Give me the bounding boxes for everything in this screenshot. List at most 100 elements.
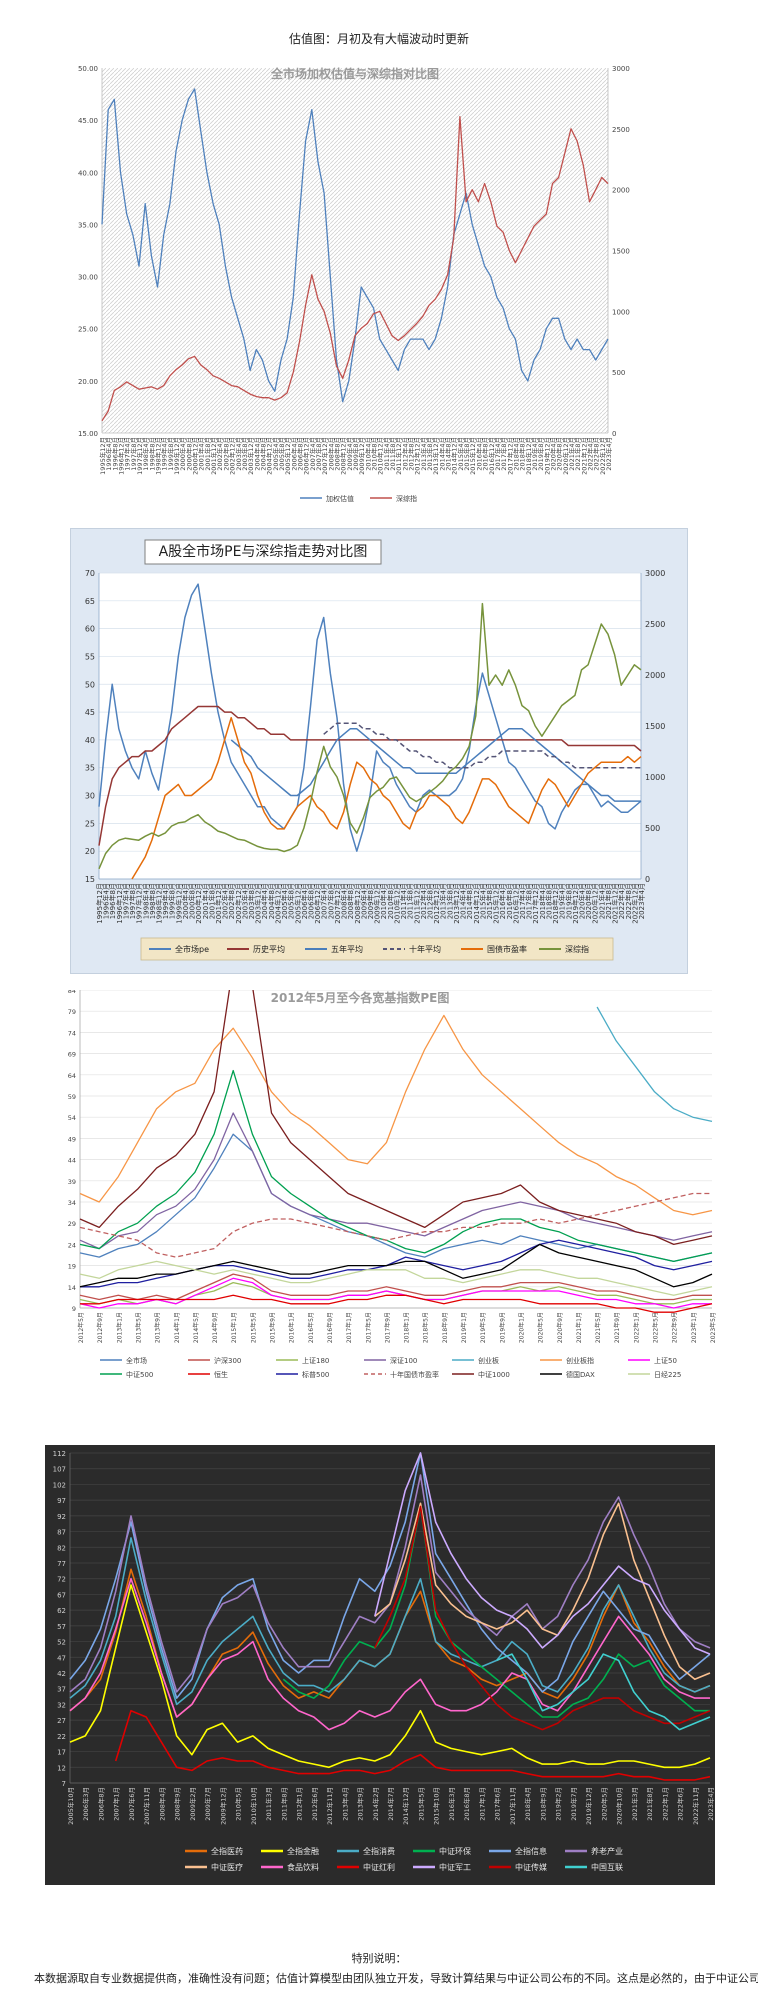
x-tick-label: 2012年8月 [407, 437, 416, 471]
x-tick-label: 2013年4月 [419, 437, 428, 471]
x-tick-label: 1996年12月 [115, 883, 124, 924]
x-tick-label: 2011年8月 [279, 1787, 288, 1821]
x-tick-label: 2010年5月 [234, 1787, 243, 1821]
y-tick-label: 60 [85, 625, 95, 634]
x-tick-label: 1998年8月 [148, 883, 157, 919]
x-tick-label: 2004年4月 [260, 883, 269, 919]
x-tick-label: 2006年8月 [295, 437, 304, 471]
x-tick-label: 2015年8月 [485, 883, 494, 919]
y-tick-label: 79 [68, 1008, 76, 1016]
legend-label: 中国互联 [591, 1862, 623, 1872]
y-tick-label: 102 [53, 1481, 66, 1489]
legend-label: 沪深300 [214, 1356, 241, 1365]
x-tick-label: 2012年9月 [96, 1312, 104, 1343]
x-tick-label: 2010年8月 [370, 437, 379, 471]
x-tick-label: 2009年12月 [218, 1787, 227, 1825]
y-tick-label: 7 [62, 1780, 66, 1788]
x-tick-label: 2015年9月 [269, 1312, 277, 1343]
x-tick-label: 2016年4月 [498, 883, 507, 919]
x-tick-label: 1995年12月 [95, 883, 104, 924]
x-tick-label: 1998年12月 [154, 437, 163, 475]
series-line-3 [282, 1505, 710, 1718]
x-tick-label: 2023年5月 [709, 1312, 717, 1343]
x-tick-label: 2009年7月 [203, 1787, 212, 1821]
chart-title: A股全市场PE与深综指走势对比图 [159, 543, 368, 560]
x-tick-label: 2005年12月 [293, 883, 302, 924]
x-tick-label: 2017年11月 [508, 1787, 517, 1825]
y-tick-label: 49 [68, 1135, 76, 1143]
chart-weighted-valuation: 15.00 20.00 25.00 30.00 35.00 40.00 45.00 50.00… [70, 60, 670, 525]
x-tick-label: 2005年4月 [271, 437, 280, 471]
x-tick-label: 2014年4月 [459, 883, 468, 919]
x-tick-label: 1997年4月 [121, 883, 130, 919]
series-line-3 [79, 1112, 713, 1250]
legend-label: 深证100 [390, 1356, 417, 1365]
x-tick-label: 2018年9月 [538, 1787, 547, 1821]
x-tick-label: 2017年8月 [525, 883, 534, 919]
x-tick-label: 2013年9月 [154, 1312, 162, 1343]
y-tick-label: 25.00 [78, 326, 98, 334]
y-tick-label: 30 [85, 792, 95, 801]
y-tick-label: 9 [72, 1305, 76, 1313]
x-tick-label: 1996年12月 [117, 437, 126, 475]
chart-broad-index-pe: 9 14 19 24 29 34 39 44 49 54 59 64 69 74 79 84 2012年5月 20… [60, 990, 718, 1405]
y2-tick-label: 2000 [645, 671, 665, 680]
y-tick-label: 12 [57, 1764, 66, 1772]
legend-label: 上证50 [654, 1356, 677, 1365]
x-tick-label: 2019年5月 [479, 1312, 487, 1343]
x-tick-label: 2021年8月 [573, 437, 582, 471]
x-tick-label: 2012年5月 [77, 1312, 85, 1343]
series-line-10 [374, 1505, 711, 1731]
x-tick-label: 2020年9月 [556, 1312, 564, 1343]
x-tick-label: 2022年11月 [691, 1787, 700, 1825]
x-tick-label: 2004年12月 [273, 883, 282, 924]
x-tick-label: 2018年4月 [538, 883, 547, 919]
series-line-10 [79, 1192, 712, 1258]
plot-hatch [102, 68, 608, 433]
x-tick-label: 2007年12月 [320, 437, 329, 475]
x-tick-label: 2000年4月 [178, 437, 187, 471]
y2-tick-label: 2500 [645, 620, 665, 629]
y-tick-label: 67 [57, 1591, 66, 1599]
y-tick-label: 45 [85, 708, 95, 717]
x-tick-label: 2012年12月 [432, 883, 441, 924]
y-tick-label: 22 [57, 1733, 66, 1741]
chart-pe-vs-szzs: 15 20 25 30 35 40 45 50 55 60 65 70 0 500 1000 1500 2000… [70, 528, 688, 974]
legend-label: 标普500 [302, 1370, 329, 1379]
legend-label: 恒生 [214, 1370, 228, 1379]
y-tick-label: 97 [57, 1497, 66, 1505]
x-tick-label: 2016年1月 [288, 1312, 296, 1343]
x-tick-label: 2020年1月 [517, 1312, 525, 1343]
x-tick-label: 2015年5月 [416, 1787, 425, 1821]
x-tick-label: 1999年8月 [168, 883, 177, 919]
x-tick-label: 2014年2月 [371, 1787, 380, 1821]
x-tick-label: 2013年12月 [452, 883, 461, 924]
x-tick-label: 1996年4月 [104, 437, 113, 471]
x-tick-label: 2017年4月 [518, 883, 527, 919]
x-tick-label: 2000年12月 [191, 437, 200, 475]
x-tick-label: 2018年4月 [523, 1787, 532, 1821]
x-tick-label: 2002年4月 [215, 437, 224, 471]
x-tick-label: 1997年12月 [135, 437, 144, 475]
x-tick-label: 2005年8月 [287, 883, 296, 919]
x-tick-label: 2000年12月 [194, 883, 203, 924]
x-tick-label: 2016年8月 [481, 437, 490, 471]
x-tick-label: 2022年9月 [671, 1312, 679, 1343]
x-tick-label: 2011年4月 [399, 883, 408, 919]
x-tick-label: 2021年3月 [630, 1787, 639, 1821]
y-tick-label: 62 [57, 1607, 66, 1615]
legend-label: 全指金融 [287, 1846, 319, 1856]
x-tick-label: 2010年10月 [249, 1787, 258, 1825]
legend-label: 中证医疗 [211, 1862, 243, 1872]
x-tick-label: 2015年12月 [492, 883, 501, 924]
series-line-5 [79, 1014, 713, 1216]
x-tick-label: 1996年8月 [110, 437, 119, 471]
x-tick-label: 2009年4月 [359, 883, 368, 919]
x-tick-label: 2017年5月 [364, 1312, 372, 1343]
x-tick-label: 2013年12月 [431, 437, 440, 475]
x-tick-label: 2016年9月 [326, 1312, 334, 1343]
y-tick-label: 29 [68, 1220, 76, 1228]
x-tick-label: 2003年4月 [240, 883, 249, 919]
y-tick-label: 35 [85, 764, 95, 773]
x-tick-label: 2002年12月 [228, 437, 237, 475]
